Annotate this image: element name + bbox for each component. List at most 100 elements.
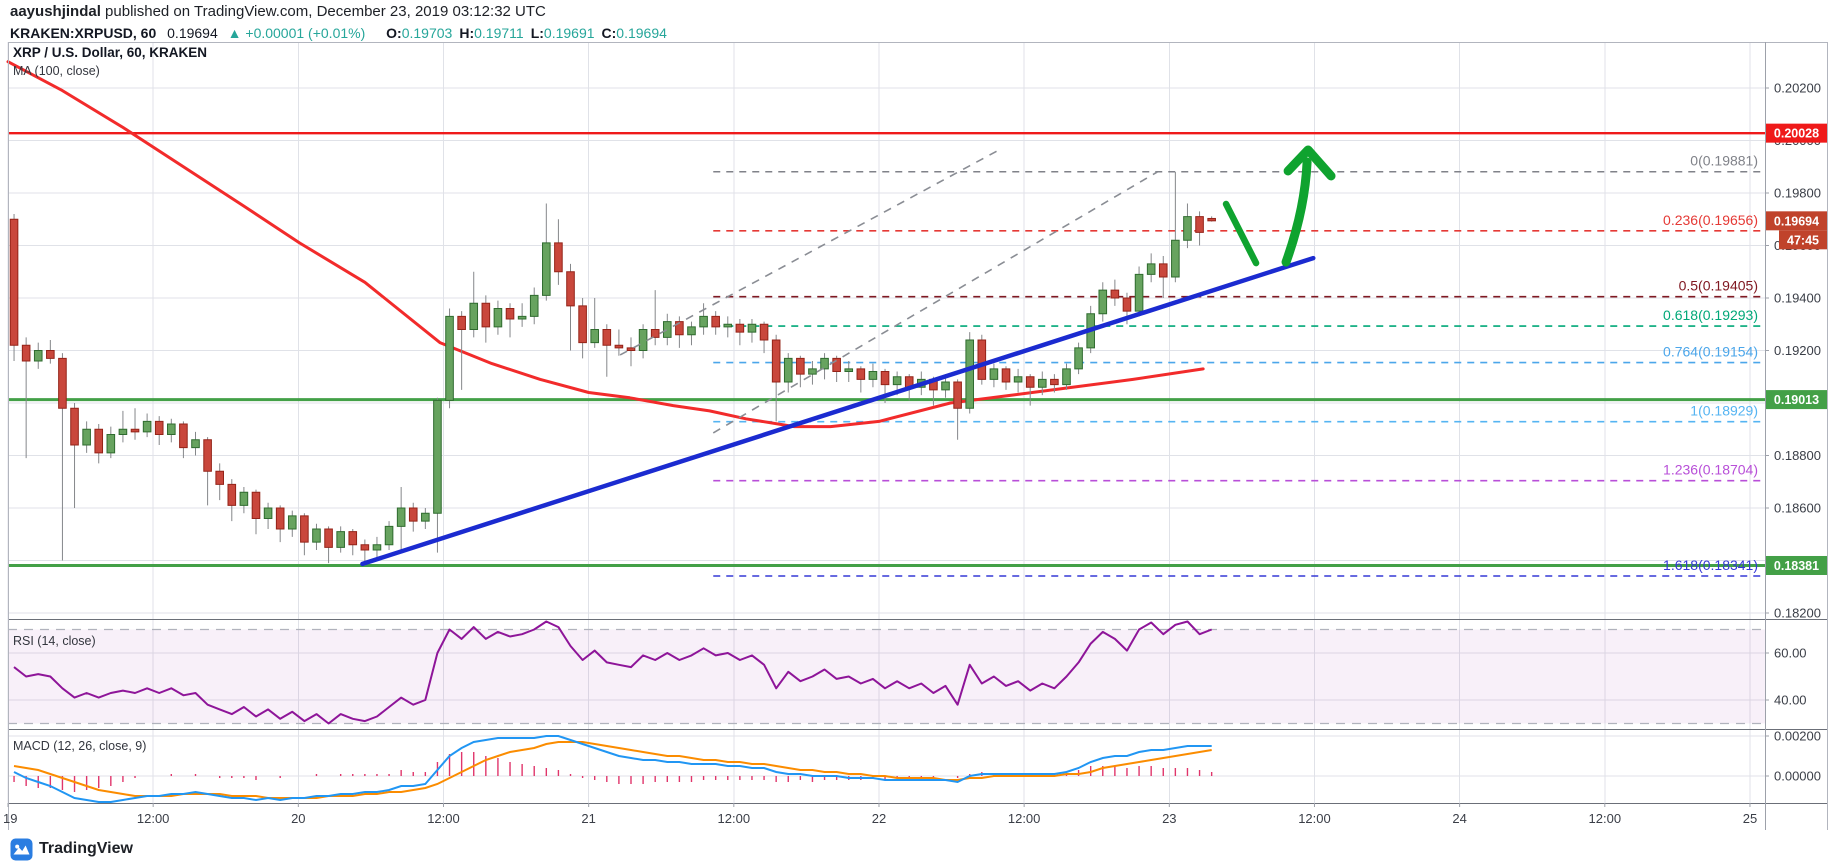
candle-up — [336, 531, 345, 548]
candle-down — [650, 329, 660, 338]
svg-text:0.19400: 0.19400 — [1774, 291, 1821, 306]
candle-down — [154, 420, 164, 435]
macd-signal-line — [13, 741, 1212, 799]
fib-labels: 0(0.19881) 0.236(0.19656) 0.5(0.19405) 0.61… — [1663, 153, 1758, 573]
candle-up — [445, 315, 454, 401]
candle-up — [118, 428, 128, 435]
svg-text:0.764(0.19154): 0.764(0.19154) — [1663, 344, 1758, 360]
candle-up — [142, 420, 152, 433]
candle-down — [759, 323, 769, 341]
svg-text:12:00: 12:00 — [1008, 811, 1041, 826]
svg-text:23: 23 — [1162, 811, 1176, 826]
dashed-channel — [619, 147, 1158, 434]
svg-text:47:45: 47:45 — [1787, 233, 1819, 247]
candle-down — [1025, 376, 1035, 388]
footer: TradingView — [10, 834, 133, 864]
candle-up — [662, 321, 672, 338]
candle-down — [602, 329, 612, 346]
candle-down — [832, 357, 841, 372]
fib-retracement — [713, 170, 1763, 577]
candle-up — [372, 544, 382, 551]
rsi-line — [13, 620, 1213, 725]
ohlc-label: H: — [459, 25, 475, 41]
candle-down — [1050, 378, 1059, 386]
candle-down — [735, 323, 745, 333]
candle-up — [433, 399, 442, 514]
rsi-legend: RSI (14, close) — [13, 634, 96, 648]
author-name[interactable]: aayushjindal — [10, 3, 101, 20]
chart-title: XRP / U.S. Dollar, 60, KRAKEN — [13, 45, 207, 60]
candle-down — [1001, 368, 1011, 383]
ohlc-value: 0.19691 — [543, 25, 595, 41]
time-axis[interactable]: 19 12:00 20 12:00 21 12:00 22 12:00 23 12:00 24 12:… — [3, 803, 1757, 826]
up-arrow-shaft — [1281, 157, 1312, 267]
candle-down — [711, 315, 720, 328]
ma-legend: MA (100, close) — [13, 64, 100, 78]
horizontal-lines — [8, 131, 1765, 567]
candles-layer — [9, 172, 1216, 566]
ohlc-label: O: — [386, 25, 402, 41]
candle-up — [868, 371, 878, 380]
macd-line — [13, 735, 1212, 803]
candle-down — [566, 271, 575, 307]
candle-down — [554, 242, 563, 273]
candle-up — [542, 242, 551, 296]
candle-down — [880, 371, 890, 386]
candle-down — [94, 428, 104, 454]
candle-down — [324, 528, 333, 548]
svg-text:12:00: 12:00 — [427, 811, 460, 826]
svg-text:0.18200: 0.18200 — [1774, 606, 1821, 621]
svg-text:0.00000: 0.00000 — [1774, 769, 1821, 784]
candle-down — [1158, 263, 1168, 278]
candle-up — [1171, 239, 1180, 278]
candle-down — [408, 507, 418, 522]
svg-text:0.18600: 0.18600 — [1774, 501, 1821, 516]
price-badges[interactable]: 0.20028 0.19013 0.18381 0.19694 47:45 — [1766, 123, 1827, 575]
price-axis[interactable]: 0.202000.200000.198000.196000.194000.192… — [1765, 81, 1821, 784]
pane-titles: XRP / U.S. Dollar, 60, KRAKEN MA (100, cl… — [13, 45, 207, 753]
svg-text:21: 21 — [581, 811, 595, 826]
candle-up — [820, 357, 829, 370]
candle-down — [130, 428, 140, 433]
candle-down — [856, 368, 866, 380]
candle-down — [578, 305, 587, 344]
candle-up — [1013, 376, 1023, 383]
candle-up — [1146, 263, 1156, 275]
svg-text:0.618(0.19293): 0.618(0.19293) — [1663, 307, 1758, 323]
up-arrow-head — [1283, 145, 1336, 181]
candle-up — [396, 507, 406, 527]
header: aayushjindal published on TradingView.co… — [10, 2, 667, 43]
candle-up — [699, 315, 708, 328]
svg-text:20: 20 — [291, 811, 305, 826]
svg-text:0.18800: 0.18800 — [1774, 448, 1821, 463]
tradingview-logo-icon[interactable] — [10, 838, 33, 861]
ohlc-label: L: — [530, 25, 544, 41]
chart-canvas[interactable]: 0.202000.200000.198000.196000.194000.192… — [0, 0, 1828, 831]
svg-text:25: 25 — [1743, 811, 1757, 826]
candle-down — [179, 423, 188, 449]
candle-down — [771, 339, 781, 383]
candle-down — [796, 357, 805, 375]
candle-down — [1207, 217, 1216, 222]
tradingview-brand[interactable]: TradingView — [39, 840, 133, 857]
candle-up — [167, 423, 176, 435]
candle-down — [1110, 289, 1120, 299]
svg-text:0.18381: 0.18381 — [1774, 559, 1819, 573]
candle-down — [58, 357, 67, 409]
svg-text:1(0.18929): 1(0.18929) — [1690, 403, 1758, 419]
svg-text:0.19800: 0.19800 — [1774, 186, 1821, 201]
candle-down — [481, 302, 491, 328]
symbol-title: KRAKEN:XRPUSD, 60 — [10, 25, 157, 41]
svg-text:0.19200: 0.19200 — [1774, 343, 1821, 358]
candle-up — [844, 368, 854, 372]
ohlc-label: C: — [601, 25, 617, 41]
candle-down — [70, 407, 79, 446]
candle-up — [687, 326, 696, 336]
ohlc-value: 0.19703 — [401, 25, 453, 41]
ascending-trendline[interactable] — [360, 255, 1316, 567]
svg-text:24: 24 — [1452, 811, 1466, 826]
svg-text:0.19694: 0.19694 — [1774, 214, 1819, 228]
candle-up — [1037, 378, 1047, 388]
candle-down — [360, 544, 370, 551]
symbol-ohlc-line: KRAKEN:XRPUSD, 60 0.19694 ▲ +0.00001 (+0… — [10, 23, 667, 43]
